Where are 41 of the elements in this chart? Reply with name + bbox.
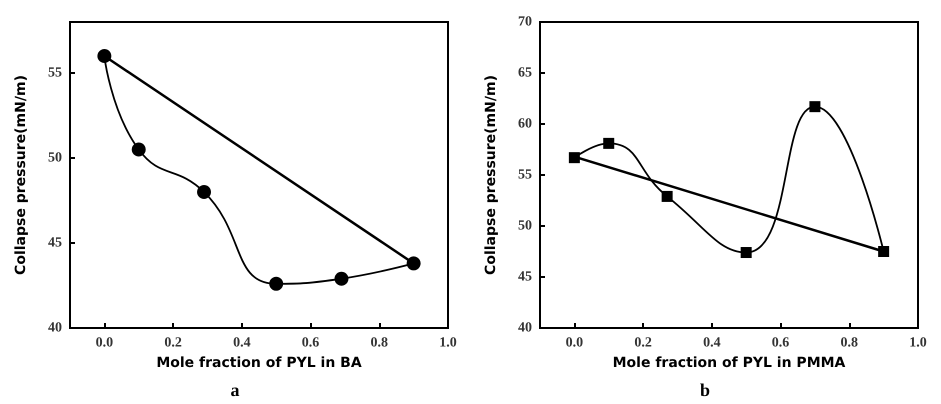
point [662,190,673,202]
point [740,247,752,258]
point [568,152,580,164]
x-axis-title: Mole fraction of PYL in PMMA [612,355,846,371]
x-tick-label: 0.0 [96,336,114,350]
y-axis-title: Collapse pressure(mN/m) [483,75,499,275]
point [334,272,348,286]
y-tick-label: 40 [48,320,62,336]
point [603,138,614,149]
x-tick-label: 0.6 [302,336,320,350]
text: a [230,380,240,400]
y-tick-label: 55 [518,168,532,182]
point [132,142,146,156]
x-tick-label: 0.4 [703,336,721,350]
x-tick-label: 0.0 [566,336,584,350]
y-axis-title: Collapse pressure(mN/m) [13,75,29,275]
x-tick-label: 0.8 [370,336,388,350]
x-tick-label: 0.8 [840,336,858,350]
point [406,256,421,270]
y-tick-label: 60 [518,116,532,132]
y-tick-label: 70 [518,14,532,30]
point [97,49,112,63]
x-tick-label: 1.0 [439,336,457,350]
y-tick-label: 45 [48,236,62,250]
y-tick-label: 50 [48,150,62,166]
y-tick-label: 40 [518,320,532,336]
y-tick-label: 45 [518,270,532,284]
x-tick-label: 0.4 [233,336,251,350]
x-axis-title: Mole fraction of PYL in BA [156,355,362,371]
y-tick-label: 50 [518,218,532,234]
point [197,185,212,199]
x-tick-label: 0.6 [772,336,790,350]
x-tick-label: 0.2 [164,336,182,350]
x-tick-label: 1.0 [909,336,927,350]
point [878,246,890,257]
point [269,276,284,291]
y-tick-label: 55 [48,66,62,80]
point [809,101,820,112]
x-tick-label: 0.2 [634,336,652,350]
text: b [700,380,710,400]
y-tick-label: 65 [518,66,532,80]
